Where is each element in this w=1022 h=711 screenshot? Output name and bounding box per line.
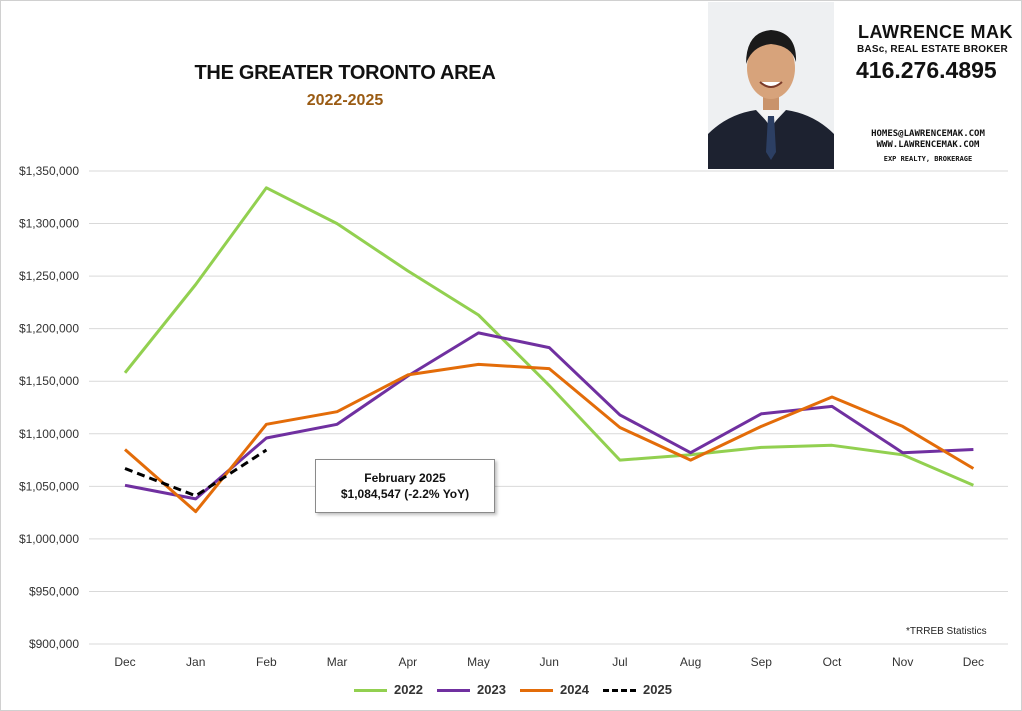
y-tick-label: $950,000 [29, 584, 79, 598]
chart-subtitle: 2022-2025 [306, 92, 384, 109]
y-tick-label: $1,000,000 [19, 532, 79, 546]
x-tick-label: Apr [398, 655, 417, 669]
x-tick-label: Dec [114, 655, 135, 669]
y-tick-label: $1,100,000 [19, 427, 79, 441]
y-tick-label: $1,350,000 [19, 164, 79, 178]
x-tick-label: Aug [680, 655, 701, 669]
series-line-2024 [124, 362, 975, 514]
legend-label-2024: 2024 [560, 682, 589, 697]
legend-label-2023: 2023 [477, 682, 506, 697]
x-tick-label: Jul [612, 655, 627, 669]
agent-photo [708, 2, 834, 169]
chart-title: THE GREATER TORONTO AREA [194, 62, 496, 84]
chart-legend: 2022 2023 2024 2025 [0, 680, 1022, 700]
source-note: *TRREB Statistics [906, 626, 987, 637]
y-tick-label: $1,200,000 [19, 322, 79, 336]
x-tick-label: Nov [892, 655, 913, 669]
series-lines [123, 186, 975, 514]
x-tick-label: Feb [256, 655, 277, 669]
x-tick-label: May [467, 655, 490, 669]
y-tick-label: $1,050,000 [19, 479, 79, 493]
agent-website-link[interactable]: WWW.LAWRENCEMAK.COM [876, 140, 980, 150]
x-tick-label: Dec [963, 655, 984, 669]
legend-swatch-2022 [354, 689, 387, 692]
legend-label-2025: 2025 [643, 682, 672, 697]
callout-box: February 2025 $1,084,547 (-2.2% YoY) [315, 459, 495, 513]
agent-credentials: BASc, REAL ESTATE BROKER [857, 44, 1008, 55]
y-tick-label: $1,150,000 [19, 374, 79, 388]
y-axis-tick-labels: $900,000 $950,000 $1,000,000 $1,050,000 $1,1… [19, 164, 79, 651]
x-tick-label: Jan [186, 655, 205, 669]
agent-name: LAWRENCE MAK [858, 22, 1013, 42]
legend-swatch-2025 [603, 689, 636, 692]
x-axis-tick-labels: Dec Jan Feb Mar Apr May Jun Jul Aug Sep Oct Nov Dec [114, 655, 984, 669]
callout-value: $1,084,547 (-2.2% YoY) [340, 487, 470, 501]
x-tick-label: Oct [823, 655, 842, 669]
series-line-2025 [124, 448, 268, 498]
x-tick-label: Mar [327, 655, 348, 669]
legend-label-2022: 2022 [394, 682, 423, 697]
agent-email-link[interactable]: HOMES@LAWRENCEMAK.COM [871, 129, 985, 139]
y-tick-label: $900,000 [29, 637, 79, 651]
series-line-2023 [124, 331, 974, 501]
series-line-2022 [123, 186, 974, 487]
y-tick-label: $1,300,000 [19, 217, 79, 231]
legend-swatch-2023 [437, 689, 470, 692]
x-tick-label: Jun [540, 655, 559, 669]
x-tick-label: Sep [751, 655, 773, 669]
legend-swatch-2024 [520, 689, 553, 692]
agent-phone[interactable]: 416.276.4895 [856, 57, 997, 83]
agent-brokerage: EXP REALTY, BROKERAGE [883, 155, 973, 163]
gridlines [89, 170, 1008, 645]
callout-title: February 2025 [364, 471, 446, 485]
y-tick-label: $1,250,000 [19, 269, 79, 283]
